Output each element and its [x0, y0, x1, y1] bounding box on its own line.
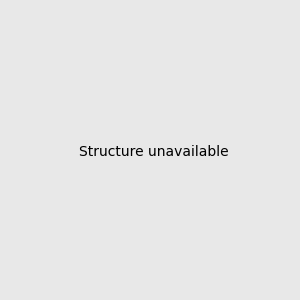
Text: Structure unavailable: Structure unavailable	[79, 145, 229, 158]
